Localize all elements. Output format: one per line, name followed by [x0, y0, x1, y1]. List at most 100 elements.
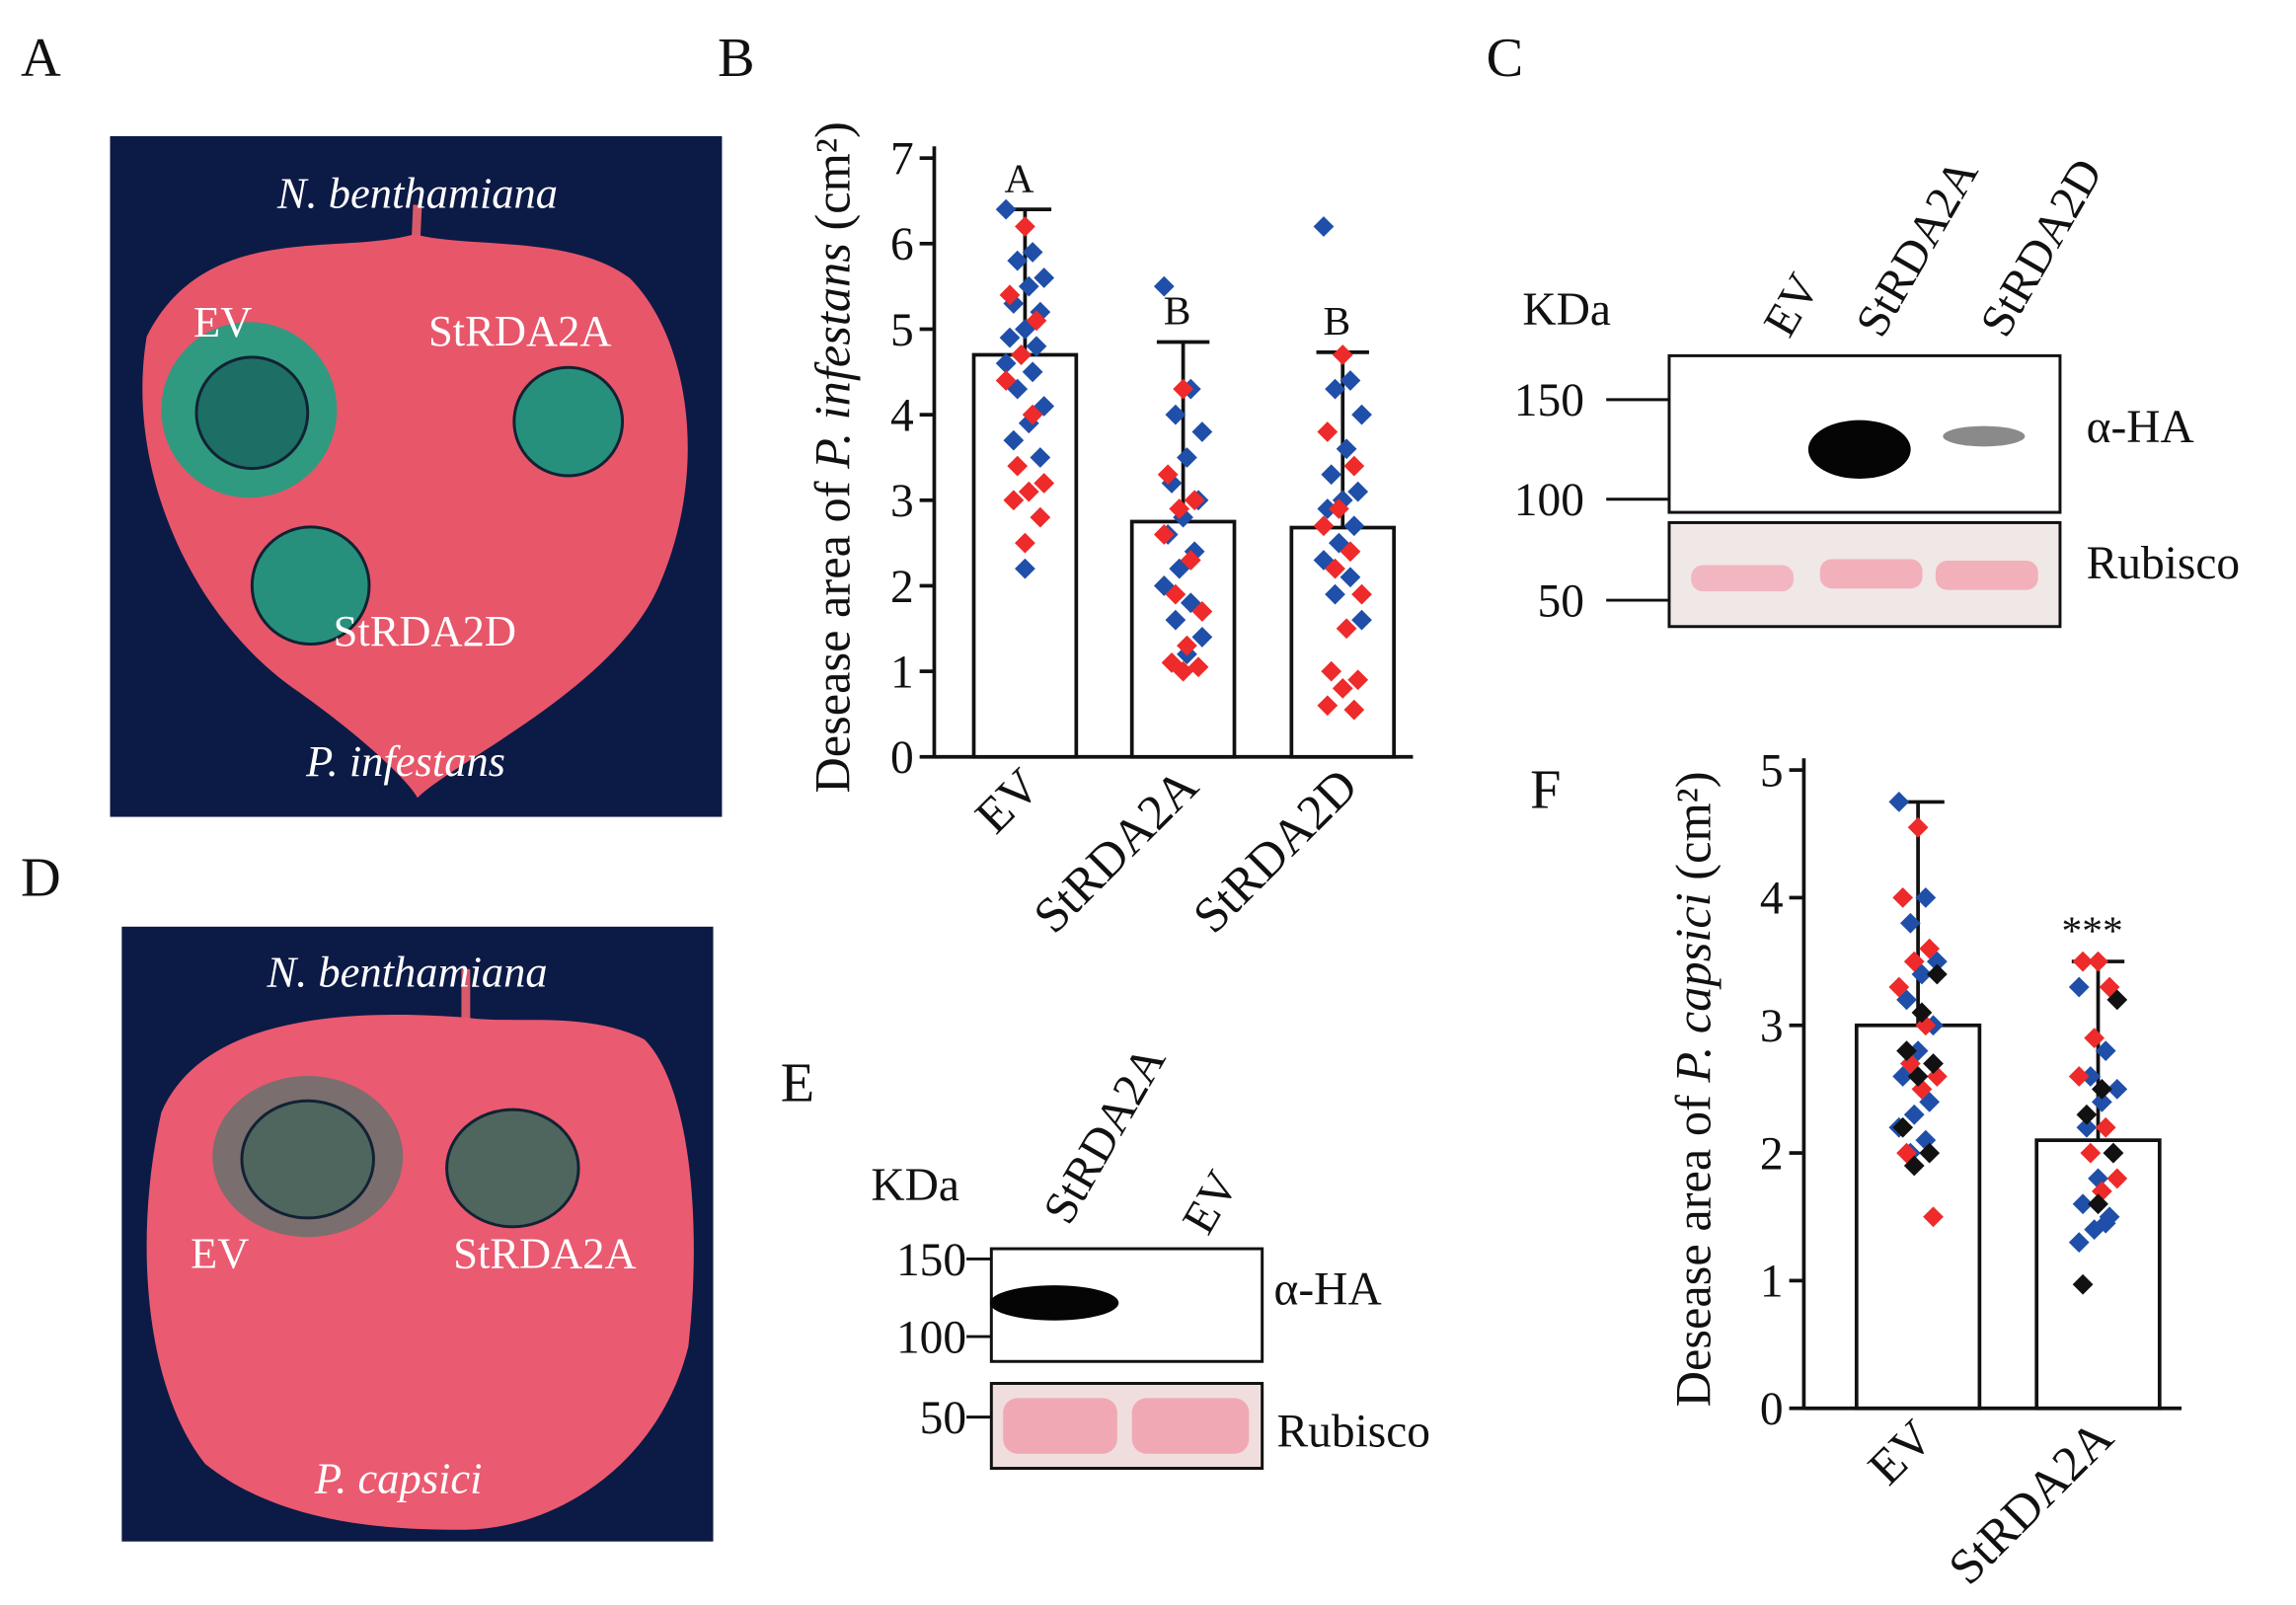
panel-label: F [1530, 760, 1561, 821]
data-point [1026, 336, 1047, 357]
data-point [2068, 1066, 2090, 1087]
data-point [1351, 404, 1372, 425]
lesion [250, 525, 371, 647]
data-point [1033, 268, 1055, 288]
data-point [1896, 1040, 1917, 1061]
data-point [1347, 669, 1369, 691]
y-tick-label: 2 [890, 562, 914, 613]
data-point [1317, 421, 1339, 442]
band [989, 1285, 1119, 1321]
panel-label: E [781, 1052, 814, 1113]
panel-label: A [21, 28, 61, 89]
x-tick-label: StRDA2A [1938, 1409, 2124, 1595]
band [1003, 1398, 1117, 1454]
y-axis-label-part: P. infestans [804, 243, 860, 470]
data-point [2103, 1142, 2124, 1164]
data-point [1153, 524, 1175, 545]
leaf-label: StRDA2D [334, 606, 516, 655]
data-point [1915, 887, 1937, 908]
data-point [995, 198, 1017, 220]
data-point [1336, 438, 1357, 460]
data-point [1325, 378, 1345, 400]
data-point [1173, 660, 1193, 682]
data-point [1022, 242, 1043, 263]
band [1131, 1398, 1250, 1454]
data-point [2068, 976, 2090, 998]
data-point [1030, 506, 1051, 528]
data-point [1011, 344, 1032, 365]
marker-label: 150 [1514, 375, 1584, 426]
data-point [1892, 887, 1914, 908]
leaf-label: StRDA2A [453, 1228, 636, 1277]
data-point [1347, 481, 1369, 502]
data-point [1169, 498, 1190, 519]
data-point [1903, 951, 1925, 972]
data-point [2106, 1168, 2128, 1189]
data-point [1191, 627, 1213, 648]
x-tick-label: EV [1858, 1410, 1944, 1495]
lane-label: StRDA2A [1033, 1037, 1176, 1232]
data-point [1165, 609, 1186, 631]
data-point [1007, 250, 1029, 271]
data-point [999, 327, 1021, 348]
y-tick-label: 0 [1760, 1384, 1784, 1435]
x-tick-label: StRDA2A [1023, 757, 1209, 944]
leaf-label: EV [191, 1228, 249, 1277]
data-point [1313, 216, 1335, 237]
data-point [1343, 455, 1365, 477]
data-point [1015, 558, 1035, 579]
data-point [1332, 678, 1353, 699]
data-point [1015, 532, 1035, 554]
band [1943, 425, 2026, 447]
data-point [1007, 455, 1029, 477]
data-point [2076, 1104, 2098, 1125]
data-point [1903, 1155, 1925, 1177]
y-tick-label: 0 [890, 732, 914, 784]
y-tick-label: 5 [890, 305, 914, 356]
petiole [412, 204, 422, 238]
data-point [2076, 1116, 2098, 1138]
data-point [1018, 413, 1039, 434]
data-point [1332, 344, 1353, 365]
band [1935, 561, 2038, 590]
y-axis-label: Desease area of P. infestans (cm²) [804, 121, 860, 793]
data-point [1313, 515, 1335, 537]
data-point [1003, 429, 1025, 451]
y-axis-label: Desease area of P. capsici (cm²) [1666, 771, 1722, 1407]
data-point [1888, 792, 1910, 812]
data-point [1888, 976, 1910, 998]
data-point [1153, 275, 1175, 297]
data-point [1919, 1142, 1941, 1164]
significance-label: B [1323, 298, 1350, 344]
data-point [1892, 1116, 1914, 1138]
significance-label: B [1164, 288, 1191, 334]
data-point [1177, 447, 1197, 468]
marker-label: 50 [920, 1393, 966, 1444]
pathogen-label: P. capsici [314, 1454, 483, 1503]
data-point [1177, 635, 1197, 656]
data-point [2072, 1273, 2094, 1295]
lesion [194, 355, 310, 471]
band [1819, 559, 1923, 589]
panel-label: C [1487, 28, 1524, 89]
marker-label: 100 [896, 1312, 966, 1363]
data-point [1180, 550, 1201, 571]
unit-label: KDa [871, 1160, 959, 1211]
data-point [1191, 601, 1213, 622]
data-point [1321, 660, 1342, 682]
data-point [1022, 361, 1043, 383]
data-point [1325, 583, 1345, 605]
leaf-label: StRDA2A [428, 306, 611, 355]
data-point [1919, 938, 1941, 959]
data-point [995, 370, 1017, 391]
data-point [1339, 541, 1361, 563]
data-point [1325, 558, 1345, 579]
marker-label: 50 [1538, 575, 1584, 627]
data-point [1351, 583, 1372, 605]
bar [1289, 525, 1397, 759]
row-label: Rubisco [2087, 538, 2241, 589]
data-point [2072, 951, 2094, 972]
data-point [2068, 1232, 2090, 1253]
